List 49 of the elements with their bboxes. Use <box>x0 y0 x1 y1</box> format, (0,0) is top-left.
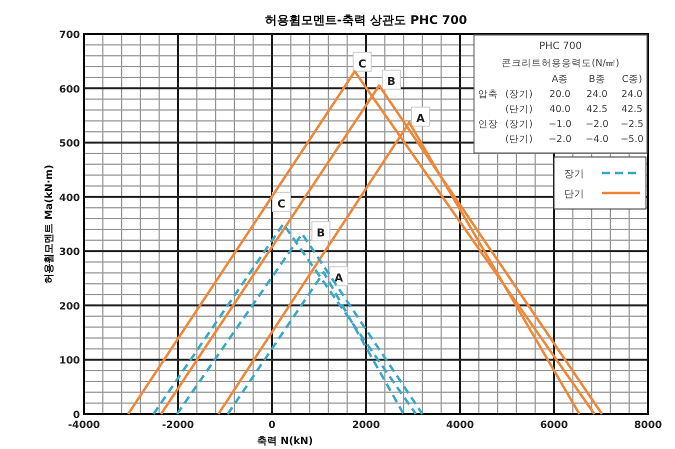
chart-title: 허용휨모멘트-축력 상관도 PHC 700 <box>264 13 468 27</box>
legend-label: 단기 <box>564 189 584 200</box>
annotation: (단기) <box>505 104 533 115</box>
annotation: C <box>358 57 366 70</box>
y-tick-label: 500 <box>59 138 80 150</box>
annotation: PHC 700 <box>539 41 582 52</box>
y-tick-label: 600 <box>59 84 80 96</box>
y-tick-label: 200 <box>59 301 80 312</box>
y-tick-label: 400 <box>59 192 80 204</box>
annotation: −5.0 <box>620 134 644 145</box>
annotation: 콘크리트허용응력도(N/㎟) <box>502 58 620 69</box>
annotation: (장기) <box>505 89 533 100</box>
annotation: 24.0 <box>621 89 643 100</box>
y-axis-title: 허용휨모멘트 Ma(kN·m) <box>44 164 55 284</box>
annotation: 인장 <box>478 119 498 130</box>
annotation: B종 <box>588 74 606 85</box>
annotation: (단기) <box>505 134 533 145</box>
annotation: A종 <box>552 74 568 85</box>
annotation: −2.5 <box>620 119 644 130</box>
x-tick-label: 4000 <box>446 420 474 431</box>
annotation: A <box>416 112 426 126</box>
annotation: −2.0 <box>548 134 572 145</box>
annotation: (장기) <box>505 119 533 130</box>
legend-label: 장기 <box>564 169 584 180</box>
annotation: −4.0 <box>585 134 609 145</box>
annotation: A <box>334 272 344 285</box>
x-tick-label: -4000 <box>68 420 100 431</box>
annotation: −1.0 <box>548 119 572 130</box>
annotation: C종) <box>622 74 642 85</box>
annotation: 42.5 <box>621 104 643 115</box>
x-tick-label: -2000 <box>162 420 194 431</box>
x-tick-label: 2000 <box>352 420 380 431</box>
x-tick-label: 0 <box>268 420 276 431</box>
y-tick-label: 100 <box>59 356 80 367</box>
annotation: 24.0 <box>586 89 608 100</box>
y-tick-label: 700 <box>59 30 80 41</box>
annotation: 20.0 <box>549 89 571 100</box>
annotation: 42.5 <box>586 104 608 115</box>
x-tick-label: 8000 <box>634 420 662 431</box>
x-tick-label: 6000 <box>540 420 568 431</box>
y-tick-label: 0 <box>73 410 80 421</box>
annotation: B <box>387 75 396 88</box>
annotation: 40.0 <box>549 104 571 115</box>
annotation: C <box>277 197 286 210</box>
x-axis-title: 축력 N(kN) <box>256 436 314 447</box>
annotation: 압축 <box>478 89 498 100</box>
annotation: B <box>316 226 326 240</box>
y-tick-label: 300 <box>59 247 80 258</box>
annotation: −2.0 <box>585 119 609 130</box>
